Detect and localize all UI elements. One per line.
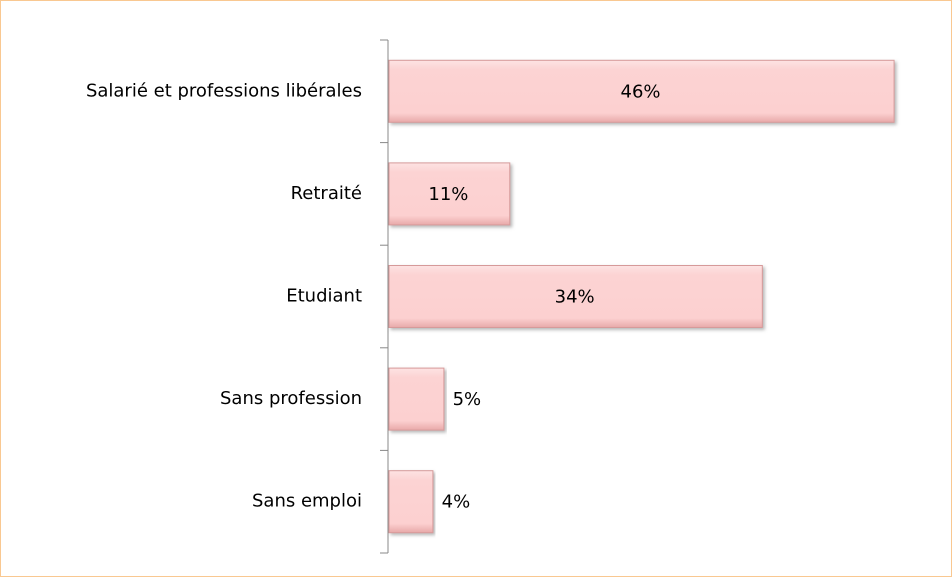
bar (388, 162, 511, 226)
value-label: 34% (555, 287, 595, 308)
bar (388, 265, 763, 328)
bar (388, 59, 895, 123)
value-label: 5% (453, 389, 482, 410)
category-label: Salarié et professions libérales (86, 80, 362, 101)
bar (388, 367, 445, 431)
value-label: 4% (442, 492, 471, 513)
category-label: Sans profession (220, 388, 362, 409)
category-label: Sans emploi (252, 491, 362, 512)
bar (388, 470, 434, 534)
category-label: Etudiant (286, 286, 362, 307)
value-label: 11% (428, 184, 468, 205)
category-label: Retraité (291, 183, 362, 204)
value-label: 46% (621, 81, 661, 102)
